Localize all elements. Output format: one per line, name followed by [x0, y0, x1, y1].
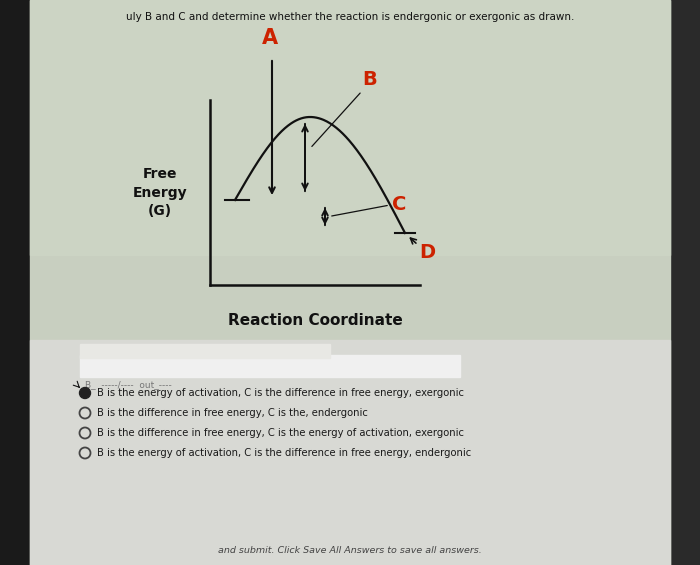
Bar: [0, 0, 30, 565]
Circle shape: [80, 388, 90, 398]
Text: B is the energy of activation, C is the difference in free energy, exergonic: B is the energy of activation, C is the …: [97, 388, 464, 398]
Text: Reaction Coordinate: Reaction Coordinate: [228, 313, 402, 328]
Text: and submit. Click Save All Answers to save all answers.: and submit. Click Save All Answers to sa…: [218, 546, 482, 555]
Text: Free
Energy
(G): Free Energy (G): [133, 167, 188, 218]
Text: B: B: [363, 70, 377, 89]
Text: B_  -----/----  out_----: B_ -----/---- out_----: [85, 380, 172, 389]
Bar: [670, 0, 700, 565]
Text: B is the difference in free energy, C is the, endergonic: B is the difference in free energy, C is…: [97, 408, 368, 418]
Bar: [30, 0, 670, 255]
Bar: [30, 340, 670, 565]
Text: B is the difference in free energy, C is the energy of activation, exergonic: B is the difference in free energy, C is…: [97, 428, 464, 438]
Text: D: D: [419, 244, 435, 263]
Bar: [80, 344, 330, 358]
Bar: [80, 355, 460, 377]
Text: A: A: [262, 28, 278, 48]
Text: uly B and C and determine whether the reaction is endergonic or exergonic as dra: uly B and C and determine whether the re…: [126, 12, 574, 22]
Text: C: C: [392, 195, 407, 215]
Text: B is the energy of activation, C is the difference in free energy, endergonic: B is the energy of activation, C is the …: [97, 448, 471, 458]
